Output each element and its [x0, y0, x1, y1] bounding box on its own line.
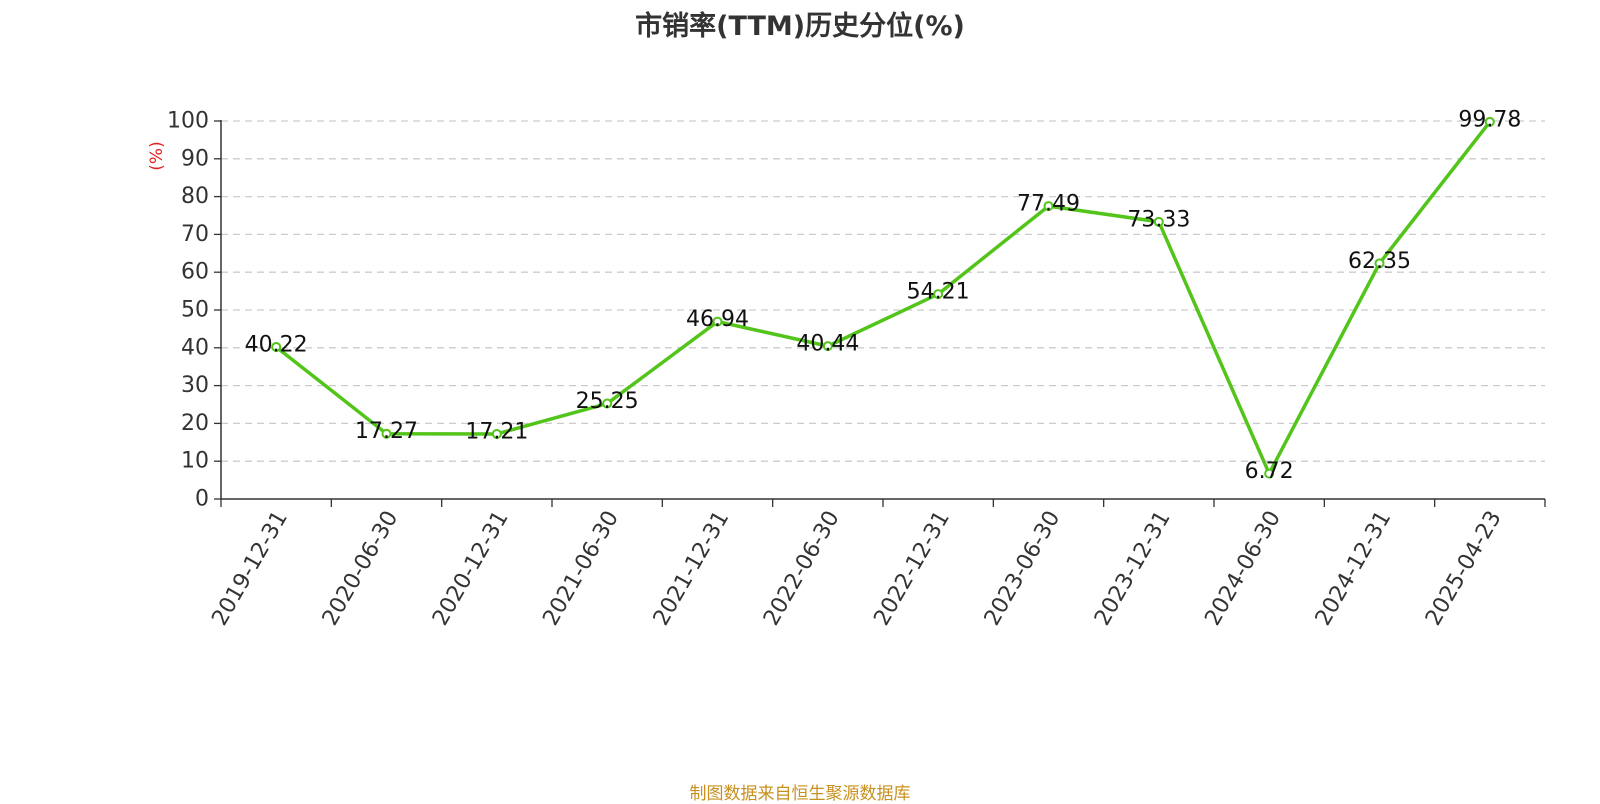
data-label: 73.33: [1127, 207, 1190, 232]
y-tick-label: 90: [181, 146, 209, 171]
chart-source-note: 制图数据来自恒生聚源数据库: [689, 784, 911, 804]
y-tick-label: 0: [195, 487, 209, 512]
data-labels: 40.22 17.27 17.21 25.25 46.94 40.44 54.21 77.49…: [245, 107, 1522, 484]
x-tick-label: 2021-12-31: [649, 507, 735, 630]
data-label: 99.78: [1458, 107, 1521, 132]
series-lines: [275, 120, 1492, 476]
data-point: [712, 316, 723, 327]
data-point: [491, 428, 502, 439]
data-point: [381, 428, 392, 439]
data-label: 17.21: [465, 419, 528, 444]
data-point: [1043, 201, 1054, 212]
y-tick-label: 70: [181, 222, 209, 247]
grid-lines: [221, 120, 1545, 462]
y-tick-label: 10: [181, 449, 209, 474]
data-point: [271, 341, 282, 352]
data-label: 17.27: [355, 419, 418, 444]
data-point: [1484, 116, 1495, 127]
data-point: [1153, 216, 1164, 227]
x-tick-label: 2020-12-31: [428, 507, 514, 630]
axes: 0 10 20 30 40 50 60 70 80 90 100(%) 2019-12-31 2020-…: [147, 109, 1546, 630]
y-tick-label: 30: [181, 373, 209, 398]
chart-title: 市销率(TTM)历史分位(%): [635, 11, 965, 42]
data-label: 6.72: [1245, 459, 1294, 484]
data-label: 46.94: [686, 307, 749, 332]
data-points: [271, 116, 1495, 479]
data-label: 25.25: [576, 389, 639, 414]
x-tick-label: 2025-04-23: [1421, 507, 1507, 630]
y-tick-label: 50: [181, 298, 209, 323]
x-tick-label: 2023-06-30: [980, 507, 1066, 630]
y-tick-label: 40: [181, 335, 209, 360]
series-line: [275, 120, 1492, 476]
x-tick-label: 2020-06-30: [318, 507, 404, 630]
x-tick-label: 2022-06-30: [759, 507, 845, 630]
y-axis-unit-label: (%): [147, 141, 167, 170]
x-tick-label: 2021-06-30: [538, 507, 624, 630]
data-label: 40.22: [245, 332, 308, 357]
data-point: [1374, 258, 1385, 269]
x-tick-label: 2023-12-31: [1090, 507, 1176, 630]
x-tick-label: 2022-12-31: [869, 507, 955, 630]
data-label: 77.49: [1017, 192, 1080, 217]
y-tick-label: 20: [181, 411, 209, 436]
data-point: [602, 398, 613, 409]
data-label: 54.21: [907, 280, 970, 305]
data-point: [1264, 468, 1275, 479]
data-point: [933, 289, 944, 300]
data-point: [822, 341, 833, 352]
x-tick-label: 2019-12-31: [207, 507, 293, 630]
x-tick-label: 2024-06-30: [1200, 507, 1286, 630]
data-label: 62.35: [1348, 249, 1411, 274]
data-label: 40.44: [796, 332, 859, 357]
y-tick-label: 60: [181, 260, 209, 285]
x-tick-label: 2024-12-31: [1311, 507, 1397, 630]
y-tick-label: 80: [181, 184, 209, 209]
y-tick-label: 100: [167, 109, 209, 134]
